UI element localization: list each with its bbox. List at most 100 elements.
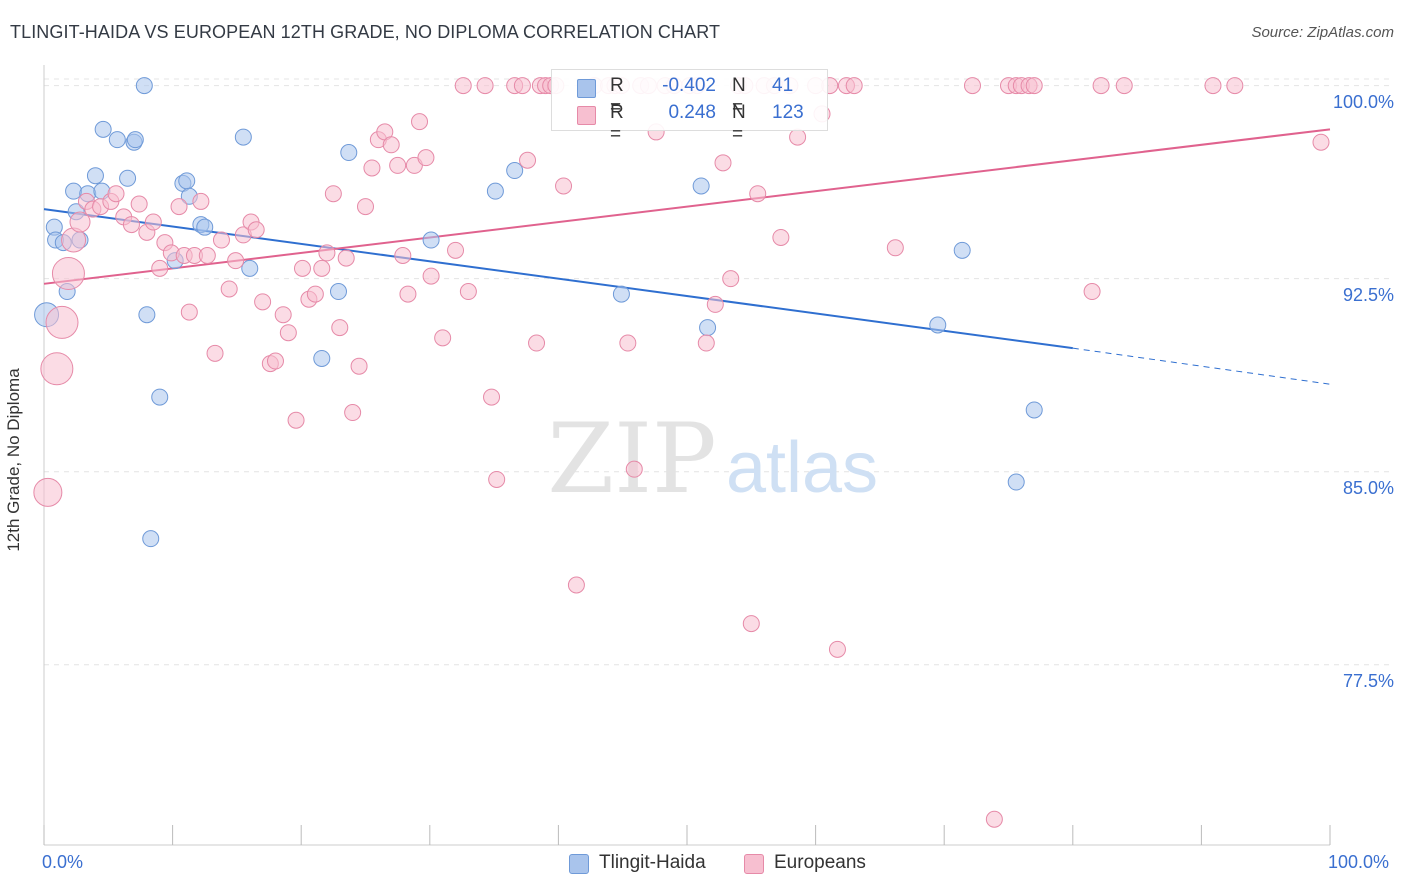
watermark-zip: ZIP: [547, 403, 716, 515]
point-europeans-47: [350, 357, 368, 375]
chart-title: TLINGIT-HAIDA VS EUROPEAN 12TH GRADE, NO…: [10, 22, 721, 42]
series-legend: Tlingit-Haida Europeans: [0, 852, 1406, 878]
point-tlingit-11: [94, 120, 112, 138]
point-europeans-44: [331, 319, 349, 337]
point-europeans-40: [306, 285, 324, 303]
y-tick-label-1: 92.5%: [1342, 284, 1394, 305]
point-europeans-60: [434, 329, 452, 347]
point-europeans-53: [389, 156, 407, 174]
y-tick-label-0: 100.0%: [1332, 91, 1394, 112]
point-tlingit-36: [699, 319, 717, 337]
series-label-europeans: Europeans: [774, 852, 866, 873]
point-europeans-34: [266, 352, 284, 370]
legend-swatch-tlingit: [577, 79, 596, 98]
point-europeans-121: [1226, 77, 1244, 95]
point-europeans-36: [279, 324, 297, 342]
point-europeans-59: [422, 267, 440, 285]
point-europeans-100: [772, 228, 790, 246]
point-tlingit-32: [486, 182, 504, 200]
point-tlingit-17: [138, 306, 156, 324]
legend-n-label: N =: [732, 102, 746, 145]
point-tlingit-29: [329, 283, 347, 301]
legend-n-label: N =: [732, 75, 746, 118]
point-tlingit-16: [135, 77, 153, 95]
point-tlingit-27: [241, 259, 259, 277]
trend-line-tlingit: [43, 208, 1073, 350]
point-europeans-46: [344, 404, 362, 422]
point-europeans-24: [198, 246, 216, 264]
point-tlingit-35: [692, 177, 710, 195]
y-tick-label-3: 77.5%: [1342, 670, 1394, 691]
point-tlingit-9: [86, 167, 104, 185]
legend-r-label: R =: [610, 102, 624, 145]
legend-r-value: 0.248: [668, 102, 716, 123]
point-europeans-52: [382, 136, 400, 154]
point-europeans-122: [1312, 133, 1330, 151]
point-tlingit-33: [506, 162, 524, 180]
point-tlingit-12: [108, 131, 126, 149]
trend-lines: [43, 128, 1331, 385]
point-europeans-48: [357, 198, 374, 216]
point-tlingit-15: [126, 131, 144, 149]
point-europeans-23: [192, 192, 210, 210]
point-europeans-19: [170, 198, 188, 216]
trend-extension-tlingit: [1072, 347, 1331, 385]
point-europeans-70: [528, 334, 546, 352]
point-europeans-38: [293, 259, 311, 277]
point-europeans-28: [227, 252, 245, 270]
point-europeans-69: [519, 151, 537, 169]
point-europeans-5: [69, 211, 91, 233]
point-europeans-111: [985, 810, 1003, 828]
point-tlingit-28: [313, 349, 331, 367]
point-tlingit-39: [1025, 401, 1043, 419]
point-europeans-31: [247, 221, 265, 239]
point-europeans-2: [45, 305, 79, 339]
point-europeans-110: [963, 77, 981, 95]
point-europeans-108: [845, 77, 863, 95]
point-europeans-27: [220, 280, 238, 298]
point-europeans-64: [476, 77, 494, 95]
y-axis-title: 12th Grade, No Diploma: [4, 368, 23, 552]
stats-legend: R = -0.402 N = 41 R = 0.248 N = 123: [551, 69, 828, 145]
legend-r-label: R =: [610, 75, 624, 118]
point-europeans-106: [828, 640, 846, 658]
point-europeans-117: [1083, 283, 1101, 301]
point-europeans-63: [459, 283, 477, 301]
point-europeans-91: [706, 295, 724, 313]
point-europeans-0: [33, 477, 63, 507]
point-europeans-21: [180, 303, 198, 321]
point-europeans-102: [789, 128, 807, 146]
point-europeans-3: [51, 257, 85, 291]
point-europeans-75: [555, 177, 573, 195]
point-tlingit-26: [234, 128, 252, 146]
axes: [43, 65, 1331, 846]
point-tlingit-22: [178, 172, 196, 190]
point-europeans-55: [399, 285, 417, 303]
point-europeans-116: [1025, 77, 1043, 95]
point-europeans-35: [274, 306, 292, 324]
point-europeans-92: [714, 154, 732, 172]
point-europeans-61: [447, 241, 465, 259]
point-europeans-57: [411, 113, 429, 131]
point-europeans-49: [363, 159, 381, 177]
point-europeans-93: [722, 270, 740, 288]
point-tlingit-19: [151, 388, 169, 406]
series-label-tlingit: Tlingit-Haida: [599, 852, 706, 873]
y-tick-label-2: 85.0%: [1342, 477, 1394, 498]
watermark-atlas: atlas: [726, 428, 878, 508]
point-europeans-45: [337, 249, 355, 267]
point-europeans-120: [1204, 77, 1222, 95]
point-europeans-76: [567, 576, 585, 594]
series-swatch-tlingit: [569, 854, 589, 874]
legend-n-value: 123: [772, 102, 804, 123]
point-europeans-10: [107, 185, 125, 203]
watermark: ZIP atlas: [547, 403, 878, 515]
point-europeans-90: [697, 334, 715, 352]
point-europeans-25: [206, 344, 224, 362]
point-europeans-15: [144, 213, 162, 231]
point-europeans-82: [625, 460, 643, 478]
point-europeans-16: [151, 259, 169, 277]
point-europeans-37: [287, 411, 305, 429]
point-tlingit-38: [953, 241, 971, 259]
